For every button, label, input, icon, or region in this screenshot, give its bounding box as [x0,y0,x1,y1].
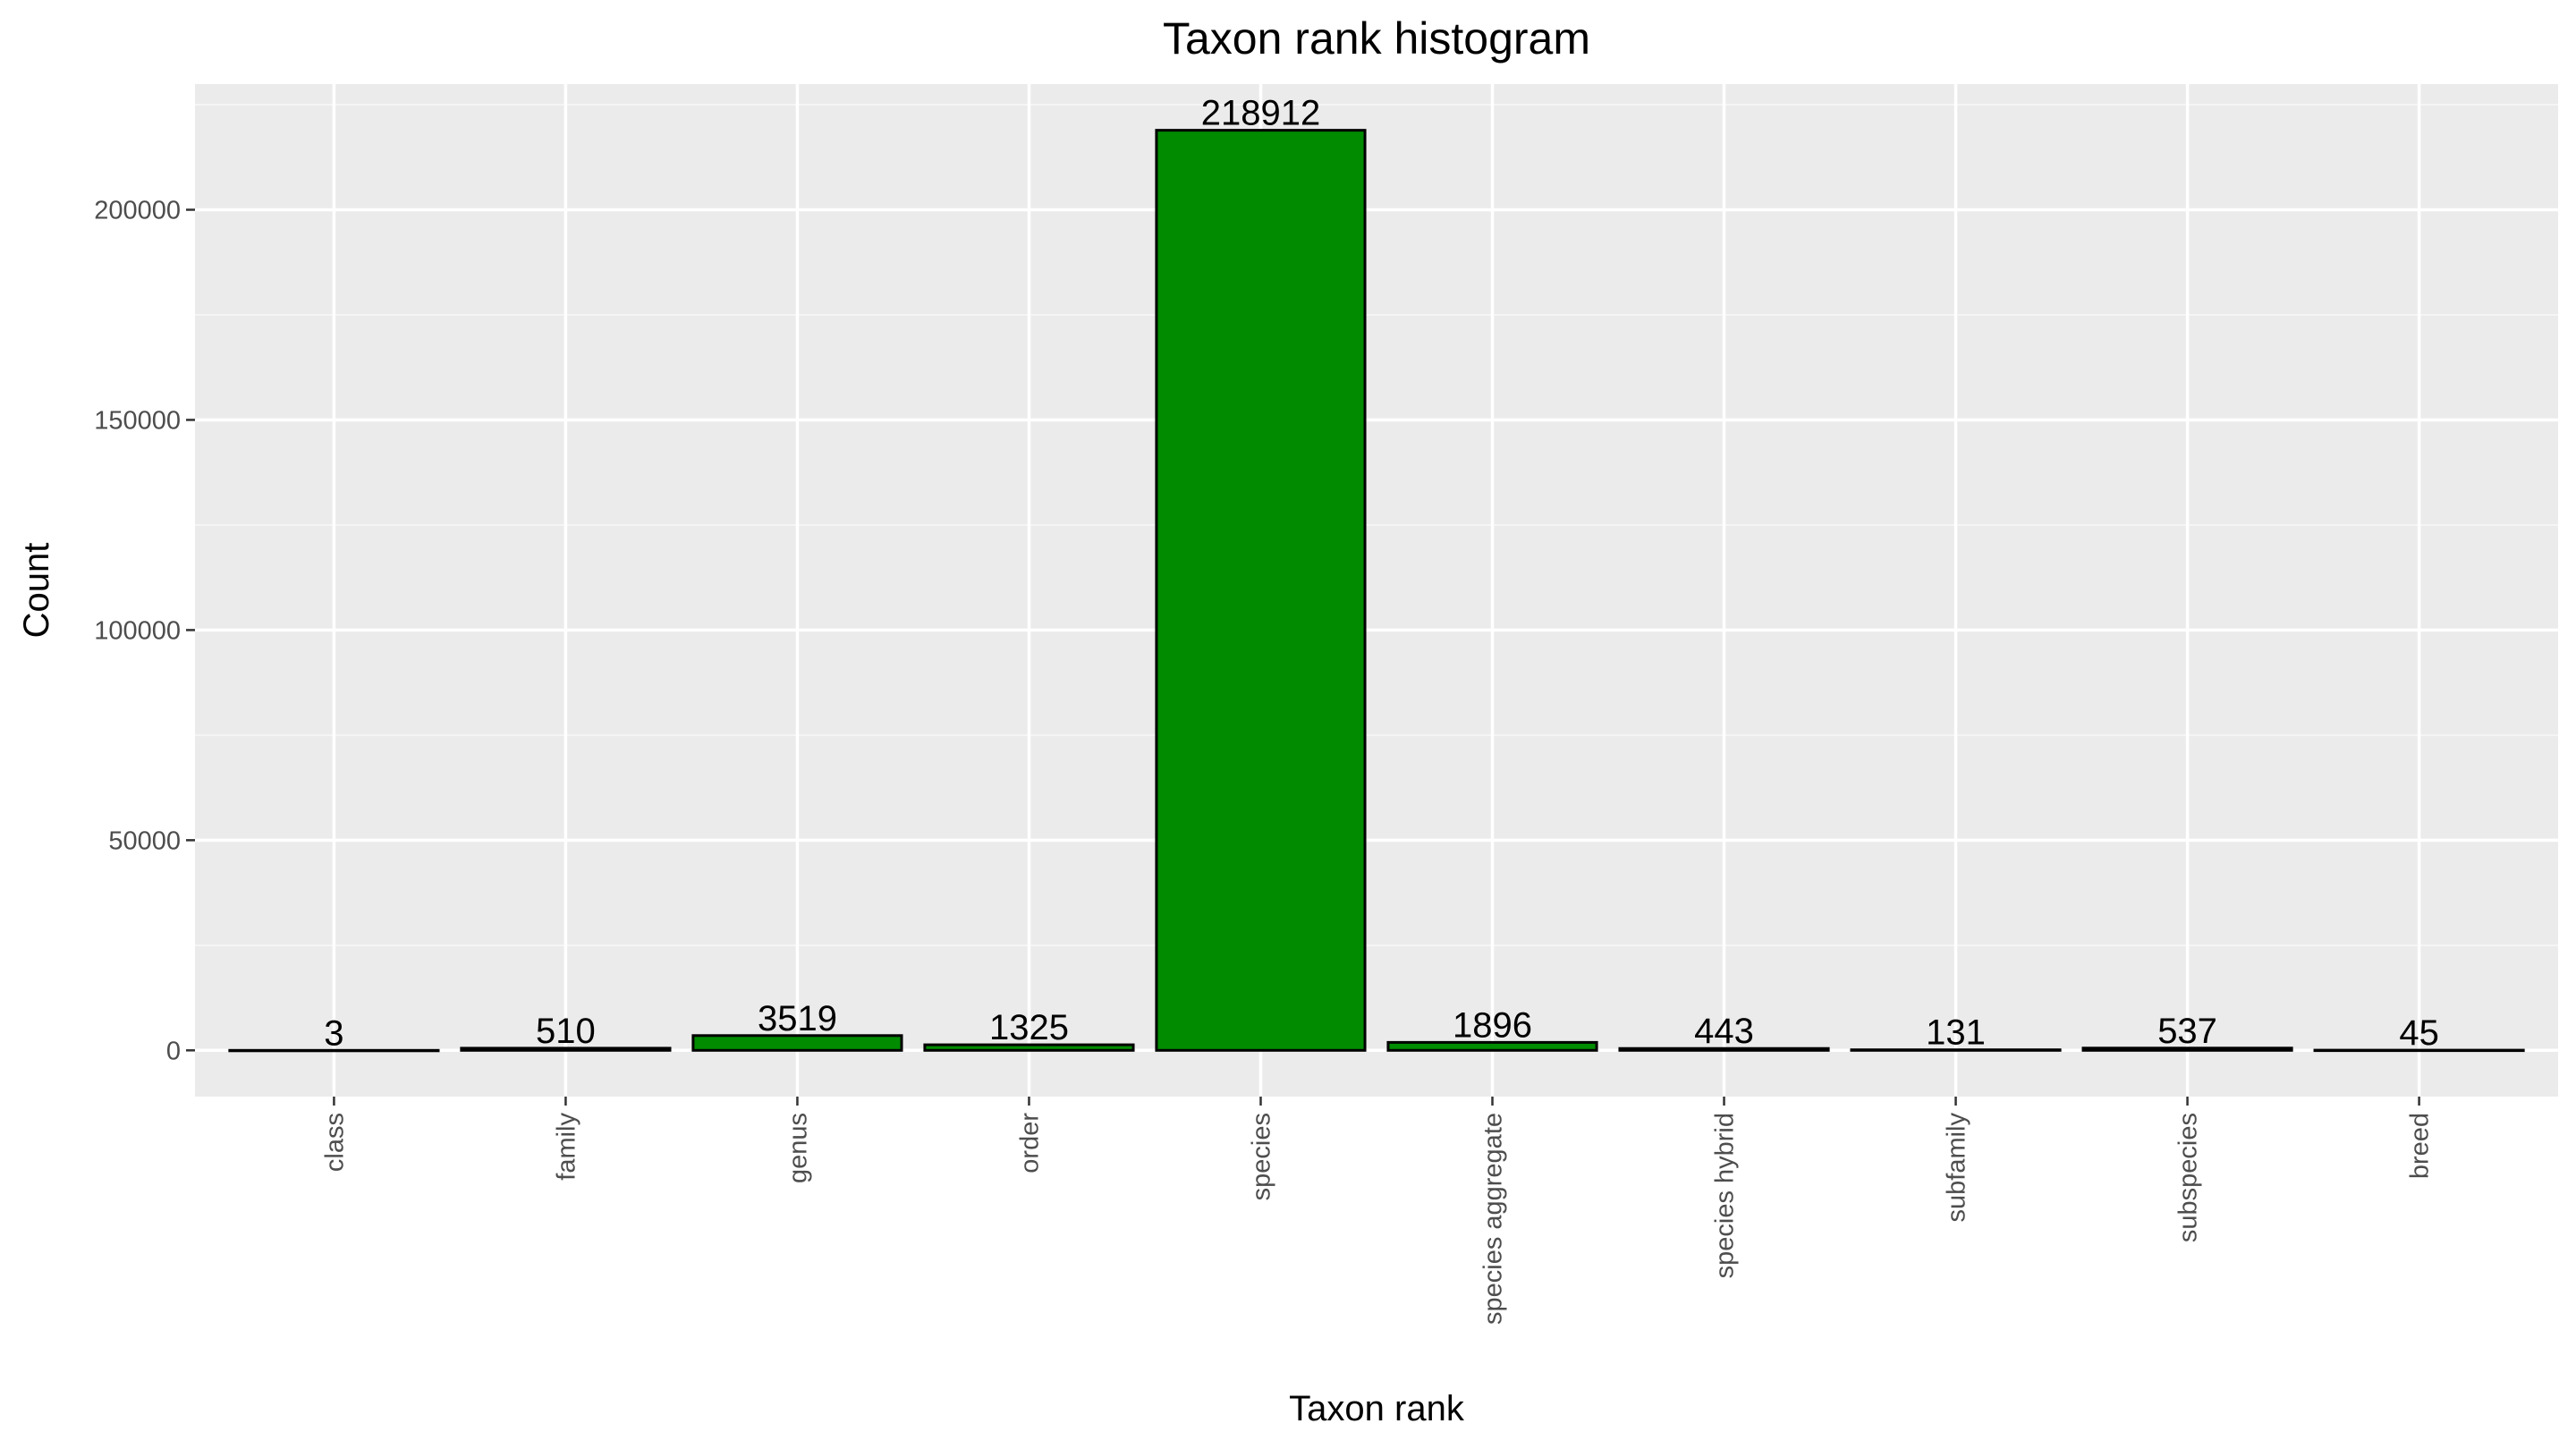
x-axis-ticks: class family genus order species species aggr… [320,1097,2435,1325]
y-tick-label: 200000 [94,197,181,225]
bars [228,129,2525,1053]
bar-class [228,1048,440,1053]
x-tick-label-species-hybrid: species hybrid [1711,1113,1740,1278]
data-label-family: 510 [536,1012,596,1051]
bar-species [1155,129,1367,1052]
bar-species-hybrid [1618,1046,1830,1052]
data-label-breed: 45 [2399,1013,2439,1053]
chart-title: Taxon rank histogram [1163,13,1590,64]
x-tick-label-class: class [320,1113,349,1172]
x-tick-label-genus: genus [784,1113,812,1183]
bar-subspecies [2081,1046,2293,1052]
x-tick-label-order: order [1015,1113,1044,1174]
data-label-species-hybrid: 443 [1694,1012,1754,1051]
y-tick-label: 100000 [94,616,181,645]
x-tick-label-family: family [552,1113,580,1181]
x-tick-label-subspecies: subspecies [2174,1113,2203,1242]
x-tick-label-species: species [1247,1113,1275,1200]
data-label-order: 1325 [989,1008,1069,1047]
data-label-species: 218912 [1201,94,1320,133]
data-label-species-aggregate: 1896 [1453,1005,1532,1045]
y-tick-label: 50000 [108,826,181,855]
x-axis-title: Taxon rank [1289,1389,1465,1428]
bar-order [923,1043,1135,1052]
bar-subfamily [1850,1048,2062,1052]
y-axis-ticks: 0 50000 100000 150000 200000 [94,197,195,1065]
bar-breed [2313,1048,2525,1053]
y-axis-title: Count [17,543,56,639]
x-tick-label-breed: breed [2406,1113,2435,1179]
x-tick-label-subfamily: subfamily [1943,1113,1971,1223]
bar-family [460,1046,672,1052]
data-label-class: 3 [324,1013,343,1053]
data-labels: 3 510 3519 1325 218912 1896 443 131 537 45 [324,94,2439,1054]
y-tick-label: 0 [166,1037,181,1065]
x-tick-label-species-aggregate: species aggregate [1479,1113,1508,1325]
bar-genus [691,1034,903,1052]
data-label-subfamily: 131 [1926,1013,1986,1053]
data-label-subspecies: 537 [2157,1012,2217,1051]
data-label-genus: 3519 [758,999,837,1038]
y-tick-label: 150000 [94,406,181,435]
bar-species-aggregate [1386,1040,1598,1052]
plot-panel [195,84,2558,1097]
